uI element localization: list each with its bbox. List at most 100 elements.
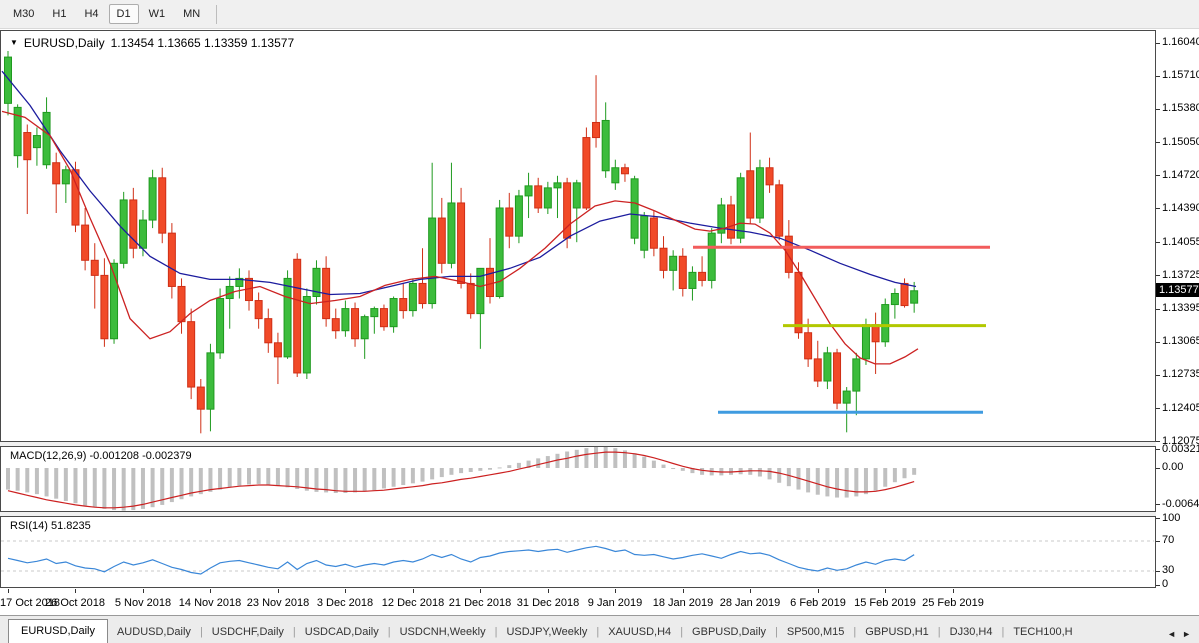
macd-histogram-bar — [439, 468, 444, 478]
symbol-tab-dj30-h4[interactable]: DJ30,H4 — [949, 626, 993, 638]
macd-histogram-bar — [574, 449, 579, 468]
macd-histogram-bar — [700, 468, 705, 475]
macd-histogram-bar — [603, 446, 608, 468]
candle-body — [514, 195, 523, 237]
pane-splitter[interactable] — [0, 512, 1156, 516]
macd-histogram-bar — [295, 468, 300, 490]
candle-body — [505, 207, 514, 237]
timeframe-button-mn[interactable]: MN — [183, 8, 201, 20]
price-axis-label: 1.12405 — [1162, 402, 1199, 414]
candle-body — [804, 332, 813, 360]
symbol-tab-usdchf-daily[interactable]: USDCHF,Daily — [211, 626, 284, 638]
tab-scroll-right-icon[interactable]: ► — [1182, 629, 1191, 639]
macd-indicator-pane[interactable] — [0, 446, 1156, 512]
time-axis-tick — [143, 589, 144, 593]
price-axis-label: 1.15380 — [1162, 102, 1199, 114]
candle-body — [158, 177, 167, 234]
macd-histogram-bar — [777, 468, 782, 483]
symbol-tab-usdjpy-weekly[interactable]: USDJPY,Weekly — [506, 626, 588, 638]
date-label: 9 Jan 2019 — [587, 597, 643, 609]
candle-body — [823, 352, 832, 382]
macd-histogram-bar — [854, 468, 859, 497]
macd-histogram-bar — [757, 468, 762, 477]
macd-signal-line — [7, 451, 915, 509]
candle-body — [254, 300, 263, 320]
candle-body — [331, 318, 340, 332]
macd-histogram-bar — [835, 468, 840, 498]
macd-histogram-bar — [362, 468, 367, 492]
candle-body — [177, 285, 186, 323]
candle-body — [736, 177, 745, 239]
macd-histogram-bar — [208, 468, 213, 492]
timeframe-button-w1[interactable]: W1 — [148, 8, 166, 20]
symbol-tab-gbpusd-h1[interactable]: GBPUSD,H1 — [865, 626, 929, 638]
axis-tick — [1156, 43, 1160, 44]
macd-histogram-bar — [121, 468, 126, 511]
macd-histogram-bar — [6, 468, 10, 490]
pane-splitter[interactable] — [0, 442, 1156, 446]
candle-body — [833, 352, 842, 404]
macd-histogram-bar — [372, 468, 377, 491]
tab-separator: | — [1001, 626, 1005, 638]
current-price-tag: 1.13577 — [1156, 283, 1199, 297]
date-label: 28 Jan 2019 — [719, 597, 781, 609]
candle-body — [206, 352, 215, 410]
rsi-indicator-pane[interactable] — [0, 516, 1156, 588]
timeframe-button-m30[interactable]: M30 — [13, 8, 35, 20]
time-axis-tick — [8, 589, 9, 593]
price-chart-pane[interactable] — [0, 30, 1156, 442]
price-axis-label: 1.12075 — [1162, 435, 1199, 447]
macd-axis-label: 0.003216 — [1162, 443, 1199, 455]
macd-histogram-bar — [189, 468, 194, 497]
date-label: 12 Dec 2018 — [381, 597, 445, 609]
price-axis-label: 1.14720 — [1162, 169, 1199, 181]
candle-body — [861, 324, 870, 360]
tab-separator: | — [387, 626, 391, 638]
macd-histogram-bar — [594, 446, 599, 468]
candle-body — [312, 267, 321, 298]
macd-histogram-bar — [449, 468, 454, 475]
macd-axis-label: -0.006485 — [1162, 498, 1199, 510]
symbol-tab-usdcnh-weekly[interactable]: USDCNH,Weekly — [399, 626, 486, 638]
candle-body — [543, 187, 552, 209]
symbol-tab-sp500-m15[interactable]: SP500,M15 — [786, 626, 845, 638]
candle-body — [669, 255, 678, 271]
time-axis-tick — [615, 589, 616, 593]
macd-histogram-bar — [651, 460, 656, 468]
price-axis-label: 1.13725 — [1162, 269, 1199, 281]
macd-histogram-bar — [873, 468, 878, 491]
macd-histogram-bar — [536, 458, 541, 468]
tab-scroll-arrows: ◄ ► — [1163, 629, 1199, 643]
macd-histogram-bar — [54, 468, 59, 499]
symbol-tab-eurusd-daily[interactable]: EURUSD,Daily — [8, 619, 108, 643]
macd-histogram-bar — [140, 468, 145, 509]
symbol-tab-usdcad-daily[interactable]: USDCAD,Daily — [304, 626, 379, 638]
candle-body — [582, 137, 591, 209]
candle-body — [370, 308, 379, 318]
rsi-axis-label: 0 — [1162, 578, 1169, 590]
timeframe-button-h4[interactable]: H4 — [84, 8, 99, 20]
symbol-tab-xauusd-h4[interactable]: XAUUSD,H4 — [608, 626, 672, 638]
collapse-triangle-icon[interactable]: ▼ — [10, 38, 18, 47]
candle-body — [379, 308, 388, 328]
rsi-label: RSI(14) 51.8235 — [10, 520, 91, 532]
symbol-tab-gbpusd-daily[interactable]: GBPUSD,Daily — [692, 626, 767, 638]
candle-body — [437, 217, 446, 264]
date-label: 21 Dec 2018 — [448, 597, 512, 609]
time-axis-tick — [75, 589, 76, 593]
timeframe-button-h1[interactable]: H1 — [52, 8, 67, 20]
axis-tick — [1156, 541, 1160, 542]
symbol-tab-tech100-h[interactable]: TECH100,H — [1013, 626, 1073, 638]
candle-body — [630, 178, 639, 239]
time-axis-tick — [345, 589, 346, 593]
chart-tab-bar: EURUSD,Daily AUDUSD,Daily | USDCHF,Daily | US… — [0, 615, 1199, 643]
macd-histogram-bar — [256, 468, 261, 484]
timeframe-button-d1[interactable]: D1 — [108, 4, 139, 24]
candle-body — [553, 182, 562, 189]
candle-body — [119, 199, 128, 264]
macd-histogram-bar — [622, 450, 627, 468]
symbol-tab-audusd-daily[interactable]: AUDUSD,Daily — [116, 626, 191, 638]
rsi-axis-label: 100 — [1162, 512, 1181, 524]
macd-histogram-bar — [786, 468, 791, 487]
tab-scroll-left-icon[interactable]: ◄ — [1167, 629, 1177, 639]
